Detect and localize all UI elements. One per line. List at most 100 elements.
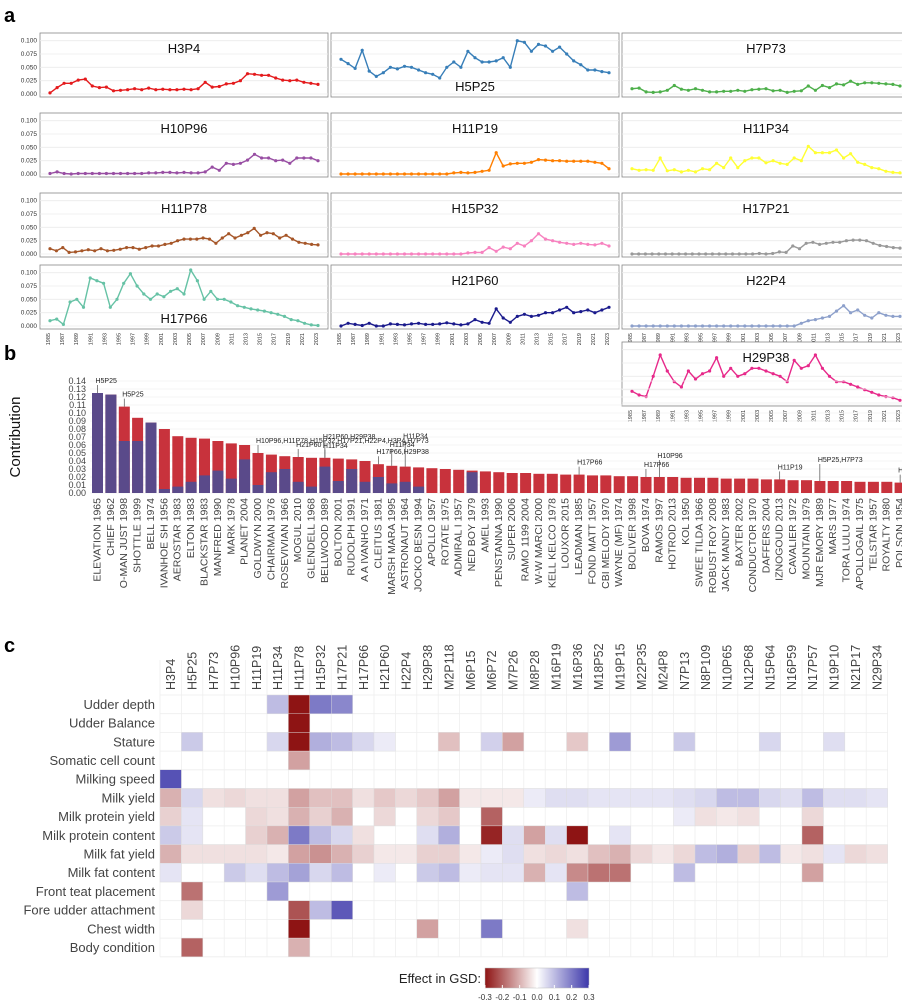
bar-segment: [346, 469, 358, 493]
heatmap-cell: [181, 881, 203, 901]
data-point: [111, 171, 116, 176]
panel-b-bar-chart: 0.000.010.020.030.040.050.060.070.080.09…: [7, 376, 902, 595]
column-label: H5P25: [186, 652, 200, 690]
data-point: [686, 168, 691, 172]
data-point: [842, 380, 846, 384]
data-point: [154, 171, 158, 175]
data-point: [431, 172, 435, 176]
heatmap-cell: [673, 863, 696, 883]
heatmap-cell: [480, 732, 503, 752]
data-point: [799, 366, 803, 370]
heatmap-cell: [266, 788, 289, 808]
data-point: [657, 252, 661, 256]
heatmap-cell: [801, 825, 824, 845]
heatmap-cell: [438, 825, 460, 845]
data-point: [189, 171, 193, 175]
data-point: [303, 321, 307, 325]
data-point: [402, 323, 407, 327]
data-point: [175, 88, 179, 92]
bar-total: [707, 477, 719, 493]
data-point: [459, 170, 463, 174]
data-point: [501, 316, 505, 320]
data-point: [480, 320, 484, 324]
y-tick-label: 0.06: [68, 440, 86, 450]
data-point: [252, 152, 257, 156]
data-point: [302, 156, 306, 160]
x-tick-label: CHAIRMAN 1976: [265, 498, 277, 580]
data-point: [579, 159, 583, 163]
y-tick-label: 0.08: [68, 424, 86, 434]
column-label: H21P60: [378, 645, 392, 690]
data-point: [353, 322, 357, 326]
heatmap-cell: [288, 807, 310, 827]
y-tick-label: 0.075: [21, 131, 38, 138]
data-point: [771, 251, 775, 256]
data-point: [55, 86, 59, 90]
data-point: [168, 88, 172, 92]
bar-total: [546, 473, 558, 493]
legend-tick-label: 0.1: [549, 993, 561, 1002]
facet-title: H11P34: [743, 121, 789, 136]
x-tick-label: TORA LULU 1974: [841, 498, 853, 583]
bar-segment: [386, 483, 398, 493]
x-tick-label: APOLLO 1957: [426, 498, 438, 566]
data-point: [593, 160, 597, 164]
heatmap-cell: [181, 732, 203, 752]
data-point: [744, 252, 748, 256]
heatmap-cell: [801, 844, 824, 864]
x-tick-label: 1999: [727, 333, 733, 345]
data-point: [849, 79, 853, 83]
heatmap-cell: [480, 919, 503, 939]
heatmap-cell: [652, 788, 674, 808]
x-tick-label: 2021: [591, 333, 597, 345]
heatmap-cell: [373, 788, 396, 808]
bar-total: [787, 480, 799, 493]
heatmap-cell: [716, 807, 739, 827]
data-point: [877, 311, 881, 315]
heatmap-cell: [223, 863, 246, 883]
x-tick-label: 2007: [783, 410, 789, 422]
y-tick-label: 0.075: [21, 283, 38, 290]
facet-H17P66: 0.000 0.025 0.050 0.075 0.100 H17P66 1985 1987 1…: [21, 264, 329, 345]
heatmap-cell: [266, 881, 289, 901]
data-point: [686, 88, 691, 92]
data-point: [252, 226, 256, 230]
data-point: [487, 246, 491, 250]
x-tick-label: ADMIRAL I 1957: [453, 498, 465, 577]
x-tick-label: 1997: [422, 333, 428, 345]
data-point: [210, 85, 214, 89]
data-point: [813, 353, 818, 357]
data-point: [346, 321, 350, 325]
data-point: [155, 292, 159, 296]
column-label: N8P109: [699, 645, 713, 690]
heatmap-cell: [309, 844, 332, 864]
data-point: [820, 316, 825, 320]
data-point: [260, 73, 264, 77]
heatmap-cell: [609, 844, 632, 864]
heatmap-cell: [801, 788, 824, 808]
column-label: H7P73: [207, 652, 221, 690]
data-point: [708, 369, 712, 373]
data-point: [600, 241, 604, 245]
bar-total: [814, 481, 826, 493]
data-point: [431, 322, 435, 326]
data-point: [402, 252, 407, 256]
x-tick-label: 1995: [699, 410, 705, 422]
data-point: [743, 159, 747, 163]
bar-total: [212, 441, 224, 493]
panel-label-b: b: [4, 343, 16, 365]
panel-a-line-charts: 0.000 0.025 0.050 0.075 0.100 H3P4 H5P25 H7P73 0…: [21, 32, 902, 422]
x-tick-label: MOGUL 2010: [292, 498, 304, 563]
heatmap-cell: [288, 900, 310, 920]
heatmap-cell: [331, 825, 353, 845]
facet-title: H17P66: [161, 311, 208, 326]
data-point: [236, 304, 240, 308]
data-point: [607, 244, 611, 248]
data-point: [339, 172, 343, 176]
data-point: [282, 314, 287, 318]
data-point: [811, 240, 815, 244]
x-tick-label: GLENDELL 1968: [306, 498, 318, 579]
data-point: [579, 241, 583, 245]
x-tick-label: 2001: [741, 333, 747, 345]
annotation-label: H17P66: [644, 462, 669, 469]
